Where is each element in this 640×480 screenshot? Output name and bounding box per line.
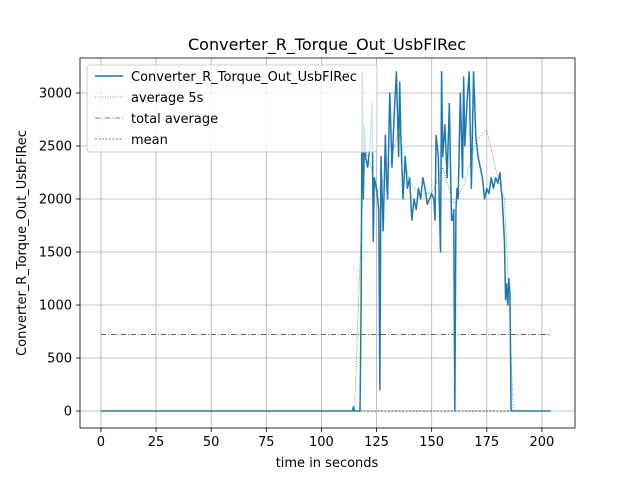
- x-tick-label: 200: [530, 435, 555, 450]
- legend-box: [86, 64, 378, 153]
- plot-area: [100, 71, 551, 412]
- y-tick-label: 1500: [39, 246, 72, 261]
- x-tick-label: 100: [309, 435, 334, 450]
- x-axis-label: time in seconds: [276, 456, 379, 471]
- x-tick-label: 125: [364, 435, 389, 450]
- y-tick-label: 2000: [39, 193, 72, 208]
- x-axis: 0 25 50 75 100 125 150 175 200: [97, 428, 555, 450]
- y-tick-label: 3000: [39, 86, 72, 101]
- y-tick-label: 500: [47, 352, 72, 367]
- x-tick-label: 0: [97, 435, 105, 450]
- y-axis-label: Converter_R_Torque_Out_UsbFlRec: [15, 130, 30, 356]
- x-tick-label: 50: [203, 435, 220, 450]
- legend-label-average-5s: average 5s: [131, 91, 204, 106]
- axes-frame: [79, 57, 576, 429]
- legend-label-mean: mean: [131, 133, 168, 148]
- y-tick-label: 2500: [39, 139, 72, 154]
- x-tick-label: 75: [258, 435, 275, 450]
- legend: Converter_R_Torque_Out_UsbFlRec average …: [86, 64, 378, 153]
- series-line-average-5s: [100, 129, 551, 412]
- legend-label-signal: Converter_R_Torque_Out_UsbFlRec: [131, 70, 357, 85]
- series-layer: [100, 71, 551, 412]
- y-axis: 0 500 1000 1500 2000 2500 3000: [39, 86, 80, 420]
- chart-title: Converter_R_Torque_Out_UsbFlRec: [188, 35, 466, 55]
- y-tick-label: 0: [64, 405, 72, 420]
- series-line-signal: [100, 71, 551, 412]
- x-tick-label: 25: [148, 435, 165, 450]
- x-tick-label: 175: [474, 435, 499, 450]
- y-tick-label: 1000: [39, 299, 72, 314]
- x-tick-label: 150: [419, 435, 444, 450]
- legend-label-total-average: total average: [131, 112, 218, 127]
